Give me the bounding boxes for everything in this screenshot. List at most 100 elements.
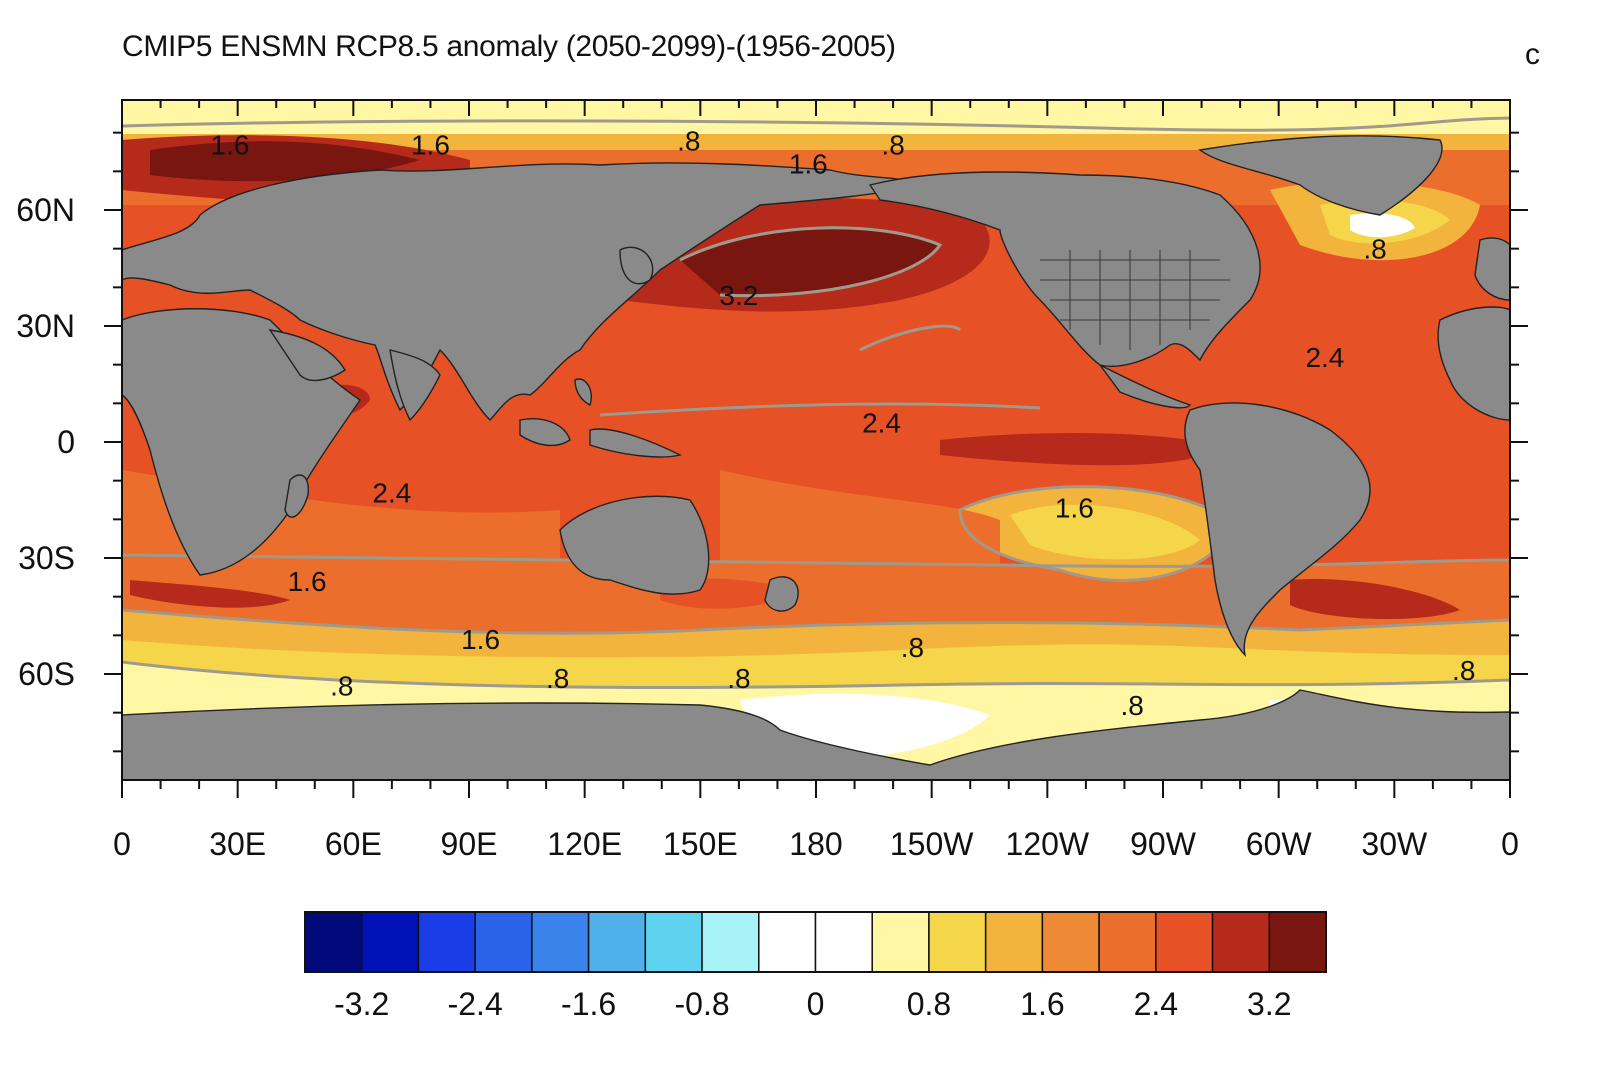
colorbar-label: 3.2 [1247, 986, 1291, 1022]
x-tick-label: 90E [441, 826, 498, 862]
philippines [574, 378, 592, 406]
x-tick-label: 30W [1361, 826, 1428, 862]
contour-label: .8 [330, 671, 353, 702]
x-tick-label: 60W [1246, 826, 1313, 862]
y-tick-label: 60S [18, 656, 75, 692]
colorbar-swatch [871, 911, 930, 973]
new-guinea [589, 428, 683, 458]
contour-label: 2.4 [372, 477, 411, 508]
axis-ticks [104, 100, 1528, 798]
colorbar-swatch [1211, 911, 1271, 973]
arabia [268, 329, 346, 382]
contour-label: 1.6 [789, 149, 828, 180]
colorbar-label: -1.6 [561, 986, 616, 1022]
barents-hottest [150, 141, 420, 182]
contour-line [122, 116, 1510, 132]
madagascar [284, 474, 309, 518]
colorbar-swatch [1155, 911, 1214, 973]
contour-label: 1.6 [411, 129, 450, 160]
colorbar-swatch [758, 911, 817, 973]
map-field [122, 100, 1510, 780]
colorbar-swatch [360, 911, 420, 973]
colorbar-label: 0.8 [907, 986, 951, 1022]
contour-label: 2.4 [862, 408, 901, 439]
colorbar-frame [304, 911, 1327, 973]
contour-label: 1.6 [210, 129, 249, 160]
contour-label: 1.6 [461, 624, 500, 655]
west-africa [1437, 306, 1510, 421]
contour-line [122, 553, 1510, 568]
contour-label: 3.2 [719, 280, 758, 311]
borneo [519, 418, 571, 447]
contour-label: 1.6 [1055, 493, 1094, 524]
japan [619, 246, 654, 285]
colorbar-swatch [304, 911, 363, 973]
europe-east-edge [1474, 237, 1510, 301]
x-tick-label: 0 [113, 826, 131, 862]
south-america [1184, 402, 1371, 658]
x-axis-labels: 0 30E 60E 90E 120E 150E 180 150W 120W 90W 60W 30W 0 [113, 826, 1519, 862]
s-atlantic-hot [1290, 579, 1460, 620]
contour-line [958, 485, 1232, 582]
n-atlantic-white [1350, 213, 1415, 238]
contour-label: .8 [901, 632, 924, 663]
x-tick-label: 90W [1130, 826, 1197, 862]
eurasia [122, 162, 923, 421]
colorbar-label: 0 [807, 986, 825, 1022]
x-tick-label: 120W [1006, 826, 1090, 862]
colorbar-swatch [701, 911, 760, 973]
x-tick-label: 120E [547, 826, 622, 862]
contour-lines [122, 116, 1510, 690]
s-pacific-warm [720, 470, 1000, 600]
y-axis-labels: 60N 30N 0 30S 60S [16, 192, 75, 692]
central-america [1099, 364, 1192, 409]
x-tick-label: 150W [890, 826, 974, 862]
contour-label: 2.4 [1305, 342, 1344, 373]
colorbar-swatch [417, 911, 476, 973]
contour-line [122, 608, 1510, 635]
india [389, 349, 441, 422]
colorbar-swatch [1268, 911, 1327, 973]
colorbar-swatch [587, 911, 647, 973]
colorbar-swatch [814, 911, 873, 973]
colorbar-swatch [1098, 911, 1157, 973]
contour-label: 1.6 [288, 566, 327, 597]
contour-labels: 1.6 1.6 .8 .8 1.6 3.2 2.4 2.4 2.4 1.6 1.6 1.6 .8 .8 .8… [210, 125, 1475, 721]
north-america [868, 171, 1261, 367]
contour-label: .8 [1452, 655, 1475, 686]
map-title: CMIP5 ENSMN RCP8.5 anomaly (2050-2099)-(… [122, 30, 896, 63]
colorbar-label: 1.6 [1020, 986, 1064, 1022]
colorbar-label: -0.8 [674, 986, 729, 1022]
land [122, 135, 1510, 780]
se-pacific-cool-2 [1010, 504, 1200, 560]
contour-line [599, 402, 1041, 417]
contour-label: .8 [677, 125, 700, 156]
colorbar-label: 2.4 [1134, 986, 1178, 1022]
colorbar [304, 911, 1327, 973]
contour-label: .8 [1363, 234, 1386, 265]
colorbar-swatch [928, 911, 987, 973]
s-indian-hot [130, 580, 290, 608]
y-tick-label: 0 [57, 424, 75, 460]
contour-line [859, 324, 962, 352]
y-tick-label: 30N [16, 308, 75, 344]
antarctica [122, 689, 1510, 780]
x-tick-label: 30E [209, 826, 266, 862]
colorbar-swatch [644, 911, 703, 973]
colorbar-label: -2.4 [448, 986, 503, 1022]
colorbar-swatch [531, 911, 590, 973]
colorbar-swatch [474, 911, 533, 973]
colorbar-labels: -3.2 -2.4 -1.6 -0.8 0 0.8 1.6 2.4 3.2 [334, 986, 1291, 1022]
contour-label: .8 [727, 663, 750, 694]
x-tick-label: 150E [663, 826, 738, 862]
colorbar-label: -3.2 [334, 986, 389, 1022]
y-tick-label: 30S [18, 540, 75, 576]
contour-label: .8 [546, 663, 569, 694]
y-tick-label: 60N [16, 192, 75, 228]
new-zealand [764, 576, 799, 612]
x-tick-label: 60E [325, 826, 382, 862]
colorbar-swatch [984, 911, 1044, 973]
eq-pacific-hot [940, 433, 1220, 466]
contour-line [679, 226, 943, 298]
